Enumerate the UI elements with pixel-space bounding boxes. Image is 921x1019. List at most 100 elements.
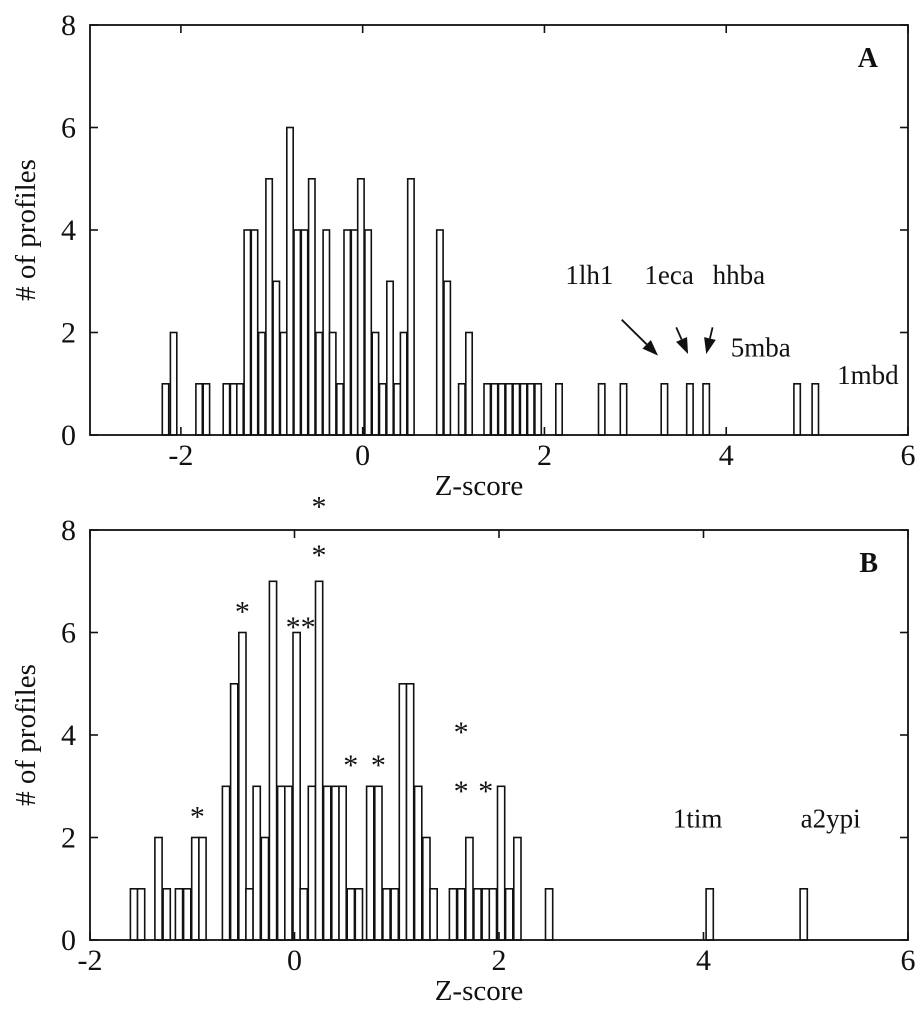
histogram-bar: [162, 887, 172, 941]
histogram-bar: [330, 785, 340, 941]
significance-star: *: [312, 539, 327, 572]
annotation-arrow: [621, 319, 648, 345]
significance-star: *: [190, 800, 205, 833]
histogram-bar: [512, 382, 521, 436]
histogram-bar: [307, 785, 317, 941]
histogram-bar: [793, 382, 802, 436]
histogram-bar: [335, 382, 344, 436]
y-tick-label: 0: [61, 924, 76, 957]
protein-annotation: 1lh1: [565, 260, 613, 290]
histogram-bar: [354, 887, 364, 941]
histogram-bar: [328, 331, 337, 436]
histogram-bar: [272, 280, 281, 436]
panel-letter: A: [858, 43, 879, 74]
histogram-bar: [371, 331, 380, 436]
y-tick-label: 4: [61, 719, 76, 752]
x-tick-label: 6: [901, 944, 916, 977]
histogram-bar: [222, 382, 231, 436]
x-tick-label: 0: [287, 944, 302, 977]
significance-star: **: [286, 611, 316, 644]
histogram-bar: [299, 887, 309, 941]
histogram-bar: [457, 382, 466, 436]
x-axis-label: Z-score: [435, 470, 524, 502]
y-tick-label: 0: [61, 419, 76, 452]
histogram-bar: [382, 887, 391, 941]
histogram-bar: [398, 682, 408, 941]
histogram-bar: [597, 382, 606, 436]
histogram-bar: [799, 887, 809, 941]
histogram-bar: [276, 785, 286, 941]
y-tick-label: 4: [61, 214, 76, 247]
histogram-bar: [464, 331, 473, 436]
histogram-bar: [260, 836, 270, 941]
panel-a: -2 0 2 4 6 0 2 4 6 8 Z-score # of profiles A 1lh1 1eca…: [10, 9, 916, 502]
histogram-bar: [464, 836, 474, 941]
x-tick-label: 2: [492, 944, 507, 977]
histogram-bar: [483, 382, 492, 436]
histogram-bar: [307, 178, 316, 436]
protein-annotation: 1tim: [673, 803, 723, 833]
histogram-bar: [429, 887, 438, 941]
histogram-bar: [504, 887, 514, 941]
protein-annotation: 1mbd: [837, 360, 899, 390]
histogram-bar: [245, 887, 254, 941]
protein-annotation: hhba: [713, 260, 766, 290]
histogram-bar: [338, 785, 347, 941]
histogram-bar: [174, 887, 184, 941]
histogram-bar: [229, 682, 239, 941]
histogram-bar: [322, 785, 332, 941]
histogram-bar: [519, 382, 528, 436]
histogram-bar: [221, 785, 231, 941]
histogram-bar: [393, 382, 402, 436]
x-tick-label: 0: [355, 439, 370, 472]
histogram-bar: [293, 229, 302, 436]
arrow-head-icon: [642, 340, 659, 356]
panel-letter: B: [859, 548, 878, 579]
histogram-bar: [285, 126, 294, 436]
histogram-bar: [243, 229, 252, 436]
histogram-bar: [195, 382, 204, 436]
x-tick-label: -2: [78, 944, 103, 977]
histogram-bar: [265, 178, 274, 436]
histogram-bar: [378, 382, 387, 436]
histogram-bar: [283, 785, 293, 941]
histogram-bar: [364, 229, 373, 436]
protein-annotation: 5mba: [731, 333, 791, 363]
histogram-bar: [169, 331, 178, 436]
histogram-bar: [421, 836, 431, 941]
y-tick-label: 2: [61, 317, 76, 350]
x-tick-label: 6: [901, 439, 916, 472]
histogram-bar: [257, 331, 266, 436]
plot-frame: [89, 24, 909, 436]
histogram-bar: [365, 785, 375, 941]
y-axis-label: # of profiles: [10, 664, 42, 806]
histogram-bar: [268, 580, 278, 941]
histogram-bar: [811, 382, 820, 436]
histogram-bar: [490, 382, 499, 436]
histogram-bar: [443, 280, 452, 436]
histogram-bar: [405, 682, 415, 941]
histogram-bar: [554, 382, 563, 436]
significance-star: *: [343, 749, 358, 782]
x-tick-label: 4: [719, 439, 734, 472]
arrow-head-icon: [704, 337, 716, 355]
y-tick-label: 8: [61, 9, 76, 42]
histogram-bar: [182, 887, 192, 941]
significance-star: *: [235, 595, 250, 628]
y-tick-label: 8: [61, 514, 76, 547]
annotation-arrow: [709, 327, 714, 339]
histogram-bar: [534, 382, 543, 436]
histogram-bar: [314, 580, 324, 941]
histogram-bar: [685, 382, 694, 436]
histogram-bar: [292, 631, 301, 941]
significance-star: *: [371, 749, 386, 782]
histogram-bar: [236, 382, 245, 436]
histogram-bar: [238, 631, 247, 941]
x-axis-label: Z-score: [435, 975, 524, 1007]
histogram-bar: [413, 785, 423, 941]
significance-star: *: [454, 775, 469, 808]
histogram-bar: [190, 836, 200, 941]
x-tick-label: 2: [537, 439, 552, 472]
histogram-bar: [390, 887, 400, 941]
histogram-bar: [399, 331, 408, 436]
